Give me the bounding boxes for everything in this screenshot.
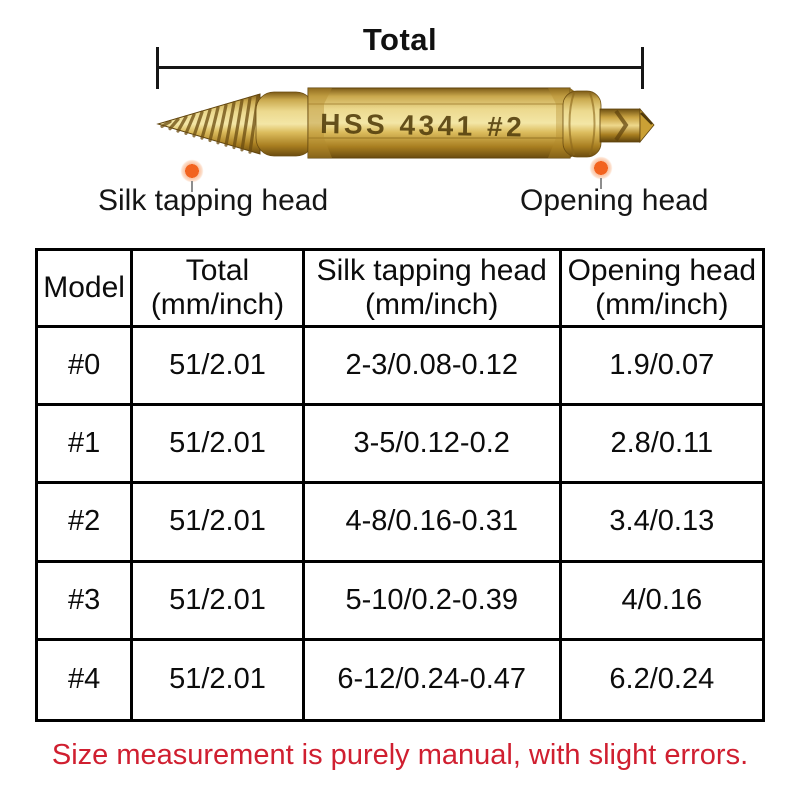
measurement-disclaimer-note: Size measurement is purely manual, with … [51, 739, 749, 771]
total-dimension-tick-left [156, 47, 159, 89]
bit-neck [562, 88, 602, 158]
product-marking: HSS 4341 #2 [320, 108, 526, 143]
header-model: Model [38, 251, 134, 328]
table-cell: 6.2/0.24 [609, 663, 715, 696]
total-dimension-label: Total [362, 22, 438, 57]
table-cell: #2 [38, 484, 134, 563]
table-cell: 51/2.01 [133, 640, 305, 719]
total-dimension-line [157, 66, 644, 69]
total-dimension-tick-right [641, 47, 644, 89]
table-cell: 1.9/0.07 [561, 328, 762, 407]
table-cell: 51/2.01 [133, 484, 305, 563]
table-cell: #3 [38, 562, 134, 641]
table-cell: 4-8/0.16-0.31 [304, 484, 562, 563]
table-cell: 4/0.16 [561, 563, 762, 641]
table-cell: 2-3/0.08-0.12 [304, 328, 562, 407]
header-total: Total (mm/inch) [133, 251, 305, 328]
opening-head-marker-dot [589, 156, 613, 180]
silk-tapping-head-tip [156, 93, 261, 155]
silk-tapping-head-label: Silk tapping head [98, 184, 329, 217]
table-cell: #0 [38, 328, 134, 407]
silk-tapping-head-marker-dot [180, 159, 204, 183]
table-cell: 3-5/0.12-0.2 [304, 406, 562, 485]
table-cell: 5-10/0.2-0.39 [304, 562, 562, 641]
bit-collar [255, 91, 315, 157]
table-cell: #4 [38, 640, 134, 719]
table-cell: 51/2.01 [133, 406, 305, 485]
table-cell: 51/2.01 [133, 328, 305, 407]
hex-shank: HSS 4341 #2 [307, 87, 571, 159]
header-silk-tapping-head: Silk tapping head (mm/inch) [304, 251, 562, 328]
opening-head-label: Opening head [520, 184, 709, 217]
table-cell: 2.8/0.11 [561, 406, 762, 485]
header-opening-head: Opening head (mm/inch) [561, 251, 762, 328]
table-cell: 51/2.01 [133, 562, 305, 641]
table-cell: 6-12/0.24-0.47 [305, 640, 562, 719]
table-cell: #1 [38, 406, 134, 485]
spec-table: Model Total (mm/inch) Silk tapping head (m… [35, 248, 765, 722]
opening-head-tip [599, 107, 655, 144]
screw-extractor-bit-image: HSS 4341 #2 [156, 87, 655, 159]
table-cell: 3.4/0.13 [561, 484, 762, 563]
opening-head-leader-line [600, 178, 602, 189]
silk-tapping-head-leader-line [191, 181, 193, 192]
